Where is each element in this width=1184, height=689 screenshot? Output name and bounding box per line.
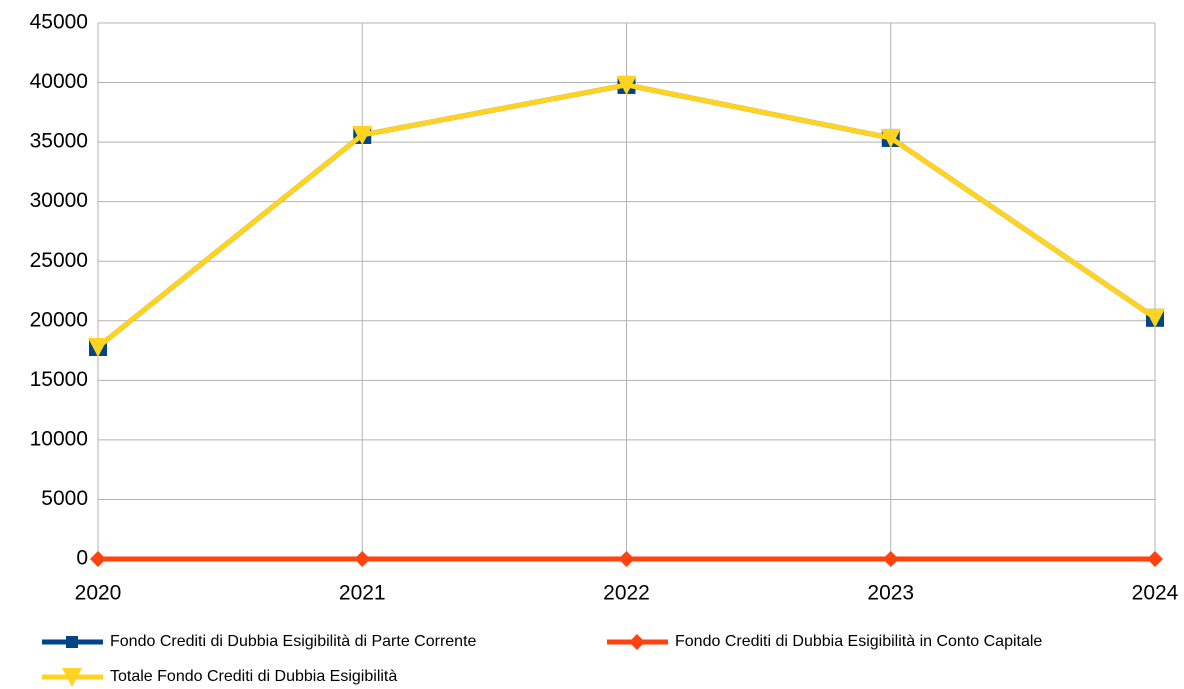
y-tick-label: 45000 <box>30 11 88 34</box>
legend-label: Totale Fondo Crediti di Dubbia Esigibili… <box>110 668 397 685</box>
marker <box>880 128 901 148</box>
marker <box>616 75 637 95</box>
legend-marker <box>62 668 82 687</box>
marker <box>352 125 373 145</box>
x-tick-label: 2021 <box>339 582 386 605</box>
legend-marker <box>66 636 78 648</box>
x-tick-label: 2020 <box>75 582 122 605</box>
legend-label: Fondo Crediti di Dubbia Esigibilità in C… <box>675 633 1042 650</box>
marker <box>1147 551 1163 567</box>
marker <box>354 551 371 567</box>
marker <box>1145 308 1165 328</box>
y-tick-label: 10000 <box>30 427 88 450</box>
y-tick-label: 30000 <box>30 189 88 212</box>
y-tick-label: 40000 <box>30 70 88 93</box>
legend-label: Fondo Crediti di Dubbia Esigibilità di P… <box>110 633 477 650</box>
y-tick-label: 25000 <box>30 249 88 272</box>
y-tick-label: 35000 <box>30 130 88 153</box>
x-tick-label: 2024 <box>1132 582 1179 605</box>
marker <box>618 551 635 567</box>
y-tick-label: 5000 <box>41 487 88 510</box>
legend-marker <box>629 634 645 650</box>
y-tick-label: 15000 <box>30 368 88 391</box>
marker <box>90 551 106 567</box>
x-tick-label: 2023 <box>867 582 914 605</box>
marker <box>88 337 108 357</box>
y-tick-label: 0 <box>76 547 88 570</box>
x-tick-label: 2022 <box>603 582 650 605</box>
y-tick-label: 20000 <box>30 308 88 331</box>
marker <box>882 551 899 567</box>
